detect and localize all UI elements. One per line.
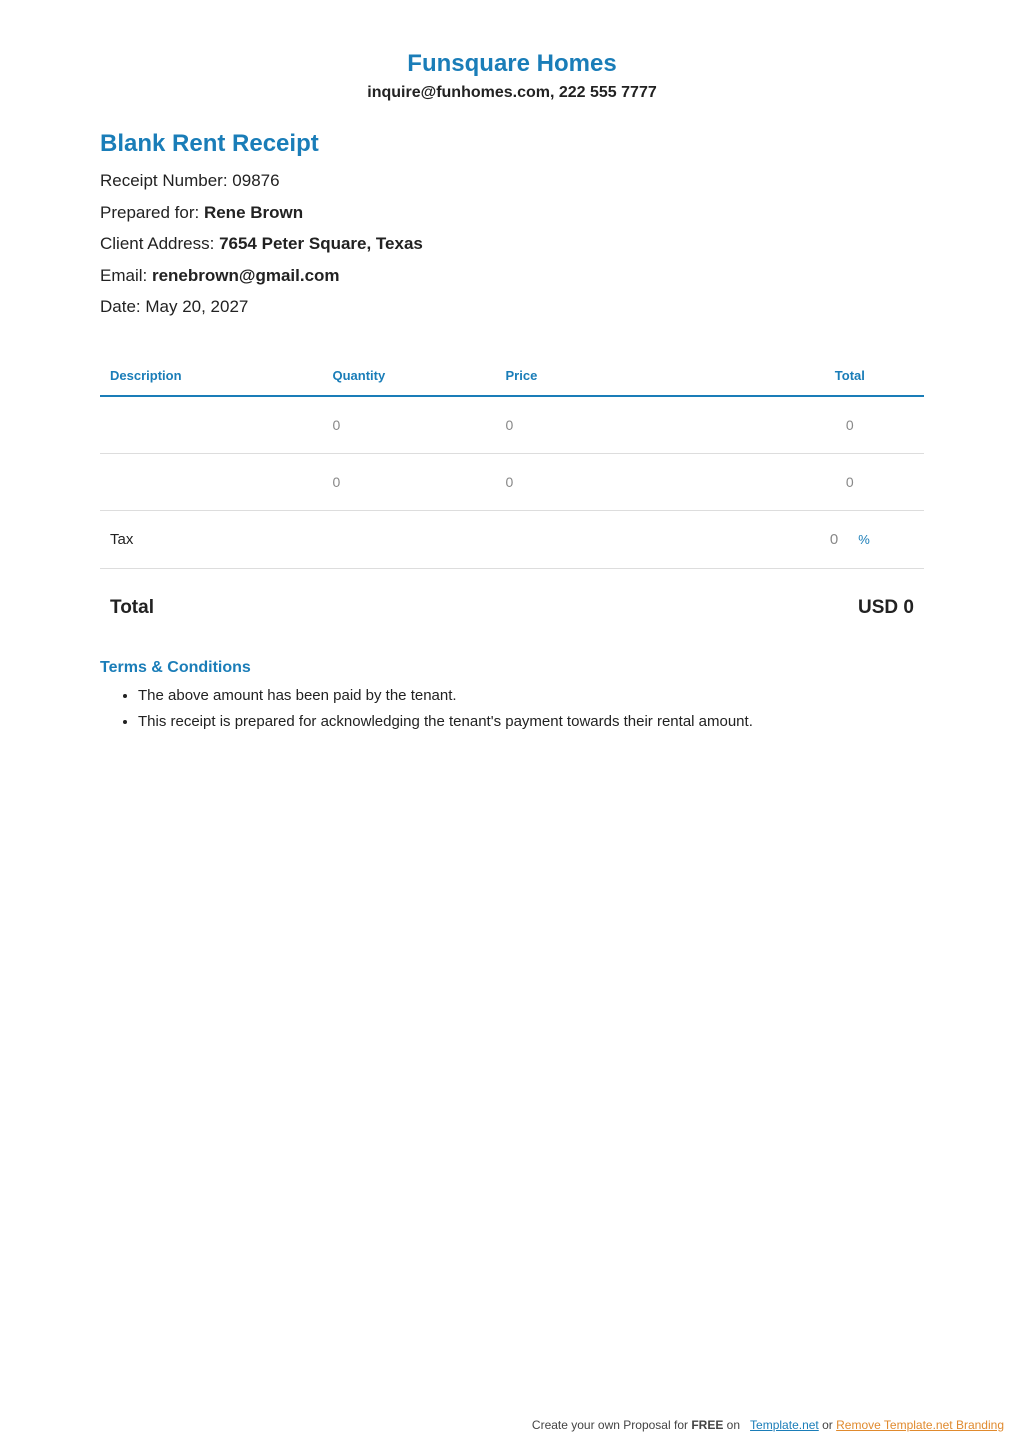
tax-empty bbox=[496, 510, 776, 568]
document-title: Blank Rent Receipt bbox=[100, 130, 924, 158]
cell-price: 0 bbox=[496, 453, 776, 510]
col-total: Total bbox=[776, 356, 924, 396]
client-address-value: 7654 Peter Square, Texas bbox=[219, 234, 423, 253]
table-header-row: Description Quantity Price Total bbox=[100, 356, 924, 396]
receipt-number-value: 09876 bbox=[232, 171, 279, 190]
cell-description bbox=[100, 453, 322, 510]
col-description: Description bbox=[100, 356, 322, 396]
footer-free: FREE bbox=[691, 1418, 723, 1432]
grand-total-label: Total bbox=[110, 597, 154, 619]
col-price: Price bbox=[496, 356, 776, 396]
terms-list: The above amount has been paid by the te… bbox=[100, 685, 924, 734]
footer-on: on bbox=[723, 1418, 740, 1432]
receipt-number-label: Receipt Number: bbox=[100, 171, 232, 190]
table-row: 0 0 0 bbox=[100, 453, 924, 510]
terms-item: The above amount has been paid by the te… bbox=[138, 685, 924, 708]
tax-empty bbox=[322, 510, 495, 568]
tax-label: Tax bbox=[100, 510, 322, 568]
tax-value: 0 bbox=[830, 531, 838, 548]
email-label: Email: bbox=[100, 266, 152, 285]
email-value: renebrown@gmail.com bbox=[152, 266, 340, 285]
cell-total: 0 bbox=[776, 396, 924, 454]
percent-icon: % bbox=[858, 532, 870, 547]
receipt-table: Description Quantity Price Total 0 0 0 0… bbox=[100, 356, 924, 569]
col-quantity: Quantity bbox=[322, 356, 495, 396]
template-link[interactable]: Template.net bbox=[750, 1418, 819, 1432]
footer-prefix: Create your own Proposal for bbox=[532, 1418, 691, 1432]
terms-item: This receipt is prepared for acknowledgi… bbox=[138, 711, 924, 734]
company-contact: inquire@funhomes.com, 222 555 7777 bbox=[100, 84, 924, 102]
cell-quantity: 0 bbox=[322, 396, 495, 454]
date-value: May 20, 2027 bbox=[145, 297, 248, 316]
grand-total-value: USD 0 bbox=[858, 597, 914, 619]
receipt-page: Funsquare Homes inquire@funhomes.com, 22… bbox=[0, 0, 1024, 734]
company-name: Funsquare Homes bbox=[100, 50, 924, 78]
footer-or: or bbox=[819, 1418, 836, 1432]
receipt-number-line: Receipt Number: 09876 bbox=[100, 168, 924, 194]
client-address-label: Client Address: bbox=[100, 234, 219, 253]
remove-branding-link[interactable]: Remove Template.net Branding bbox=[836, 1418, 1004, 1432]
date-line: Date: May 20, 2027 bbox=[100, 294, 924, 320]
email-line: Email: renebrown@gmail.com bbox=[100, 263, 924, 289]
terms-heading: Terms & Conditions bbox=[100, 659, 924, 677]
prepared-for-label: Prepared for: bbox=[100, 203, 204, 222]
company-header: Funsquare Homes inquire@funhomes.com, 22… bbox=[100, 50, 924, 102]
cell-quantity: 0 bbox=[322, 453, 495, 510]
tax-value-cell: 0 % bbox=[776, 510, 924, 568]
cell-description bbox=[100, 396, 322, 454]
prepared-for-line: Prepared for: Rene Brown bbox=[100, 200, 924, 226]
prepared-for-value: Rene Brown bbox=[204, 203, 303, 222]
branding-footer: Create your own Proposal for FREE on Tem… bbox=[532, 1418, 1004, 1432]
date-label: Date: bbox=[100, 297, 145, 316]
cell-price: 0 bbox=[496, 396, 776, 454]
table-row: 0 0 0 bbox=[100, 396, 924, 454]
client-address-line: Client Address: 7654 Peter Square, Texas bbox=[100, 231, 924, 257]
grand-total-row: Total USD 0 bbox=[100, 569, 924, 619]
cell-total: 0 bbox=[776, 453, 924, 510]
tax-row: Tax 0 % bbox=[100, 510, 924, 568]
